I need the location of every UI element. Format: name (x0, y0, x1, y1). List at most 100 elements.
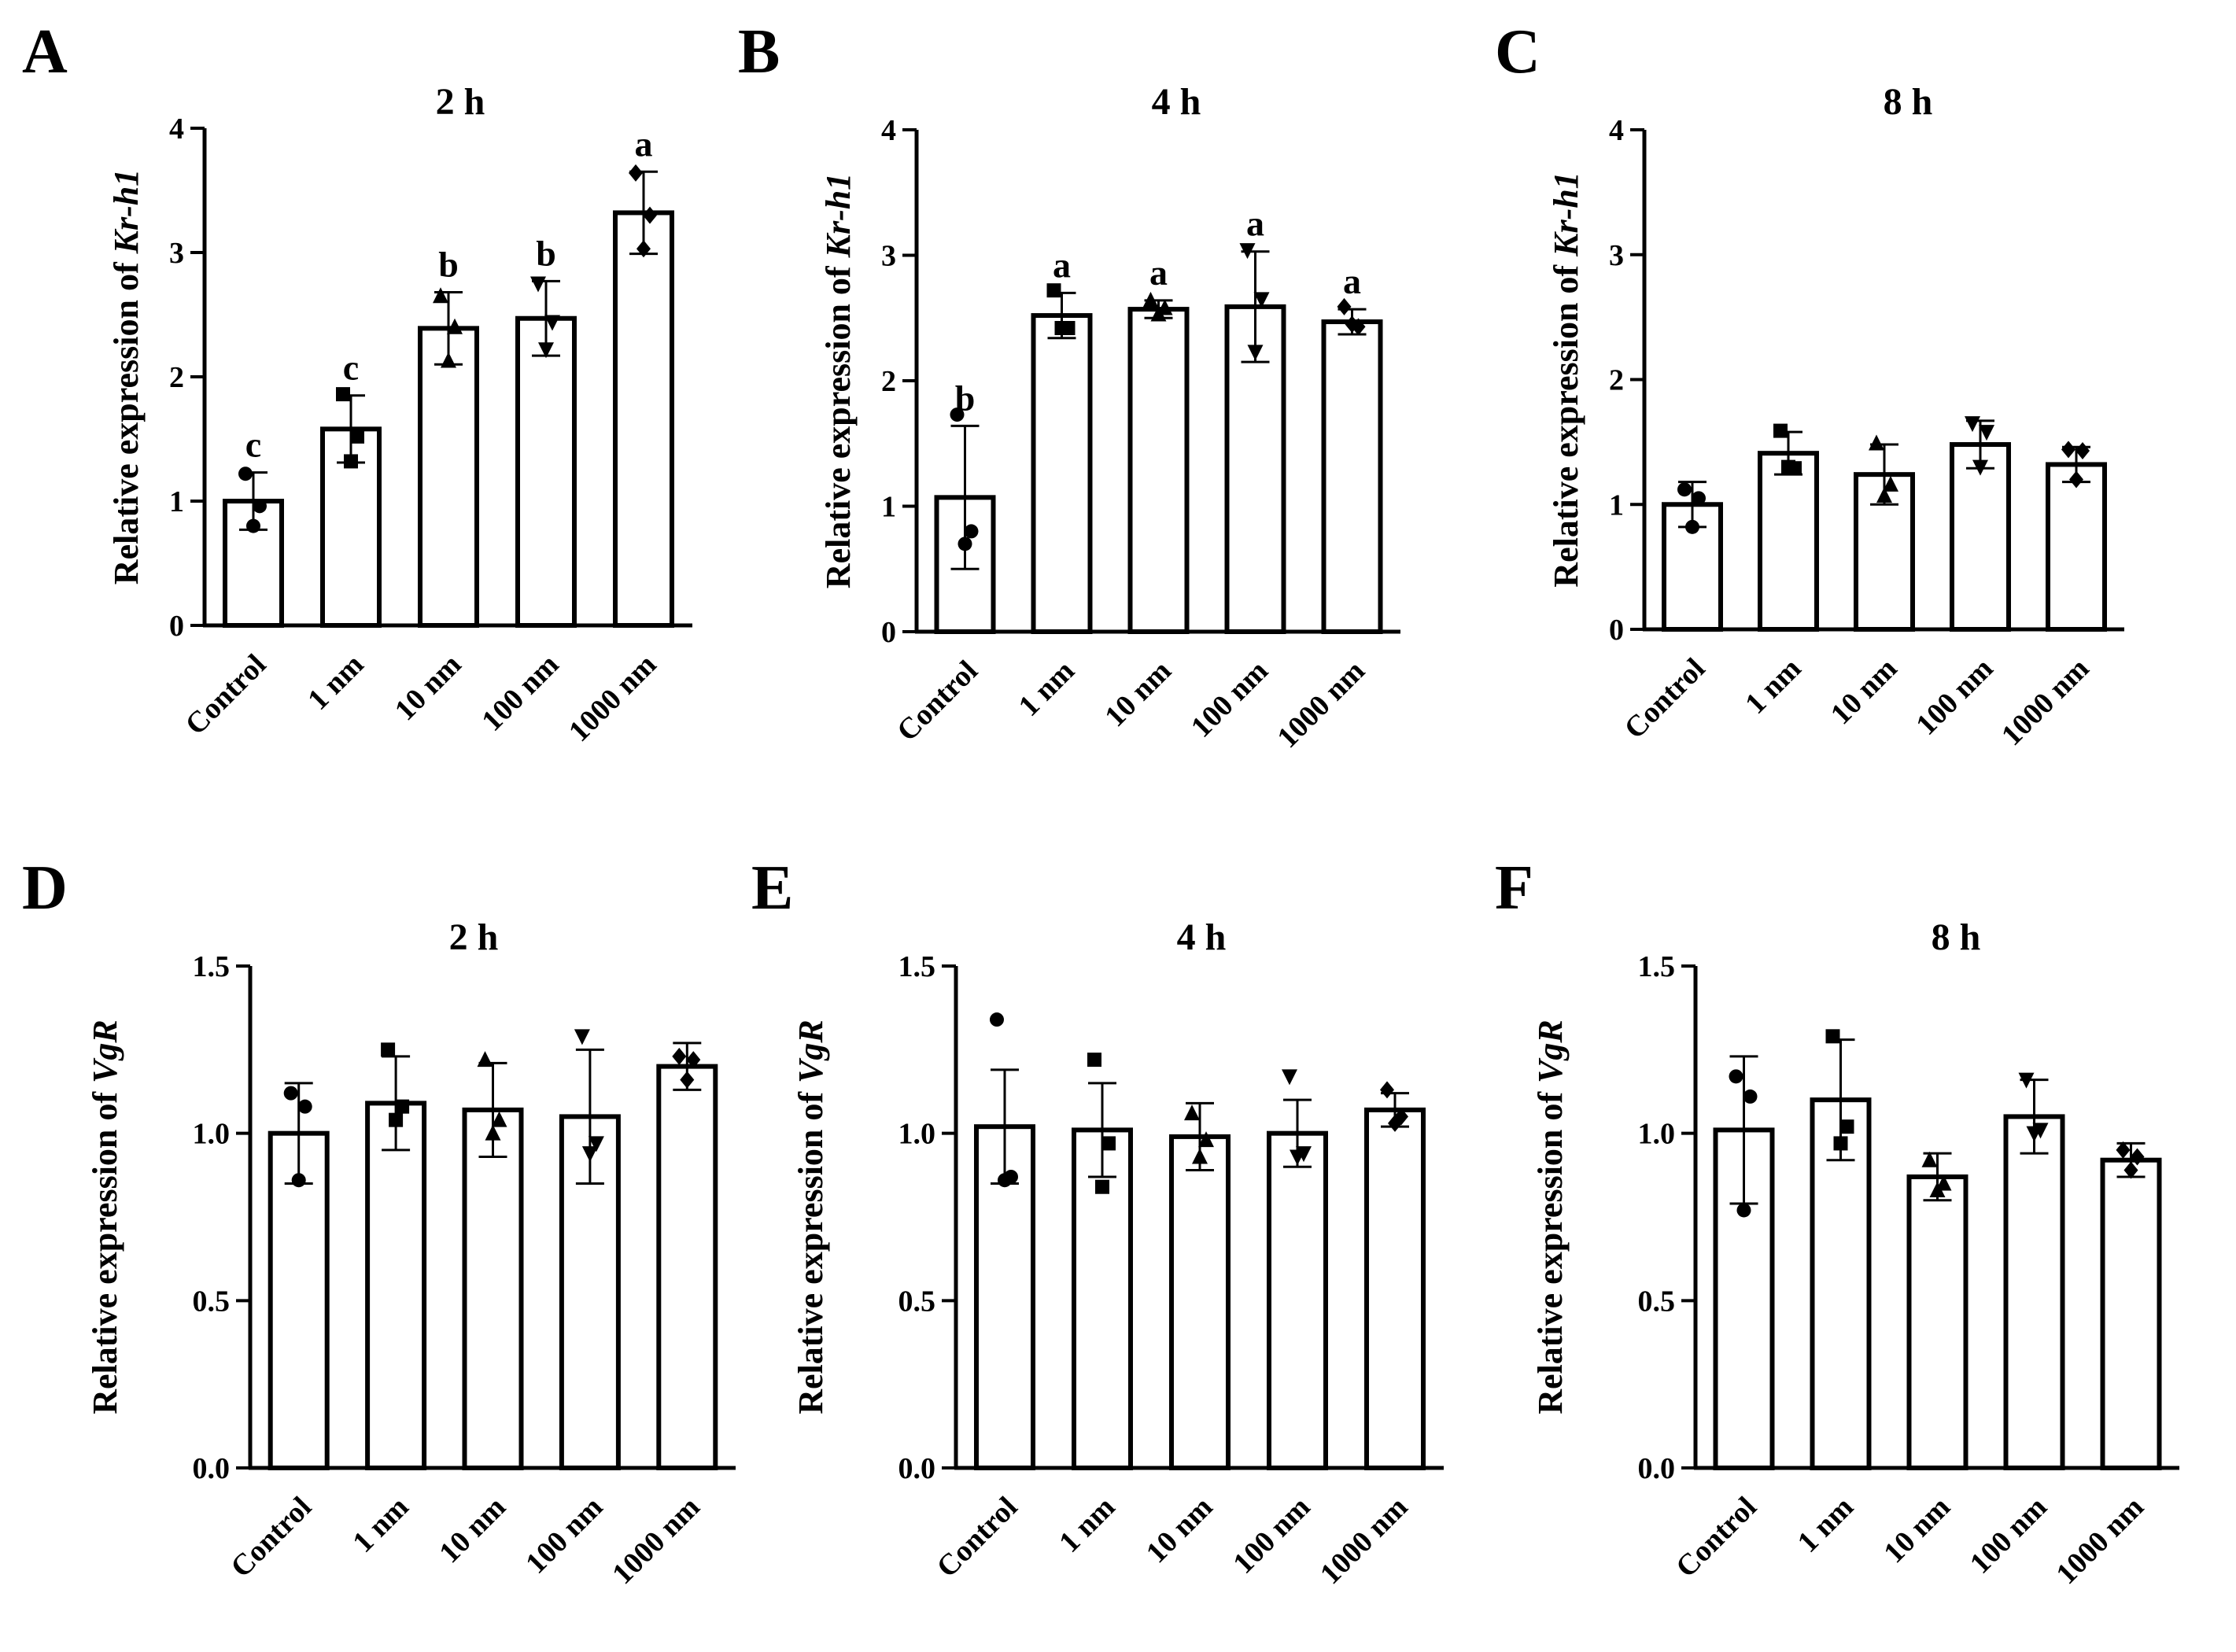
bar (1127, 307, 1190, 634)
y-tick-label: 0.5 (898, 1285, 936, 1318)
x-tick-label: Control (931, 1491, 1024, 1584)
y-tick-label: 1.5 (898, 950, 936, 983)
y-tick-label: 1 (169, 485, 184, 518)
chart-title: 8 h (1932, 916, 1981, 958)
data-point (1743, 1089, 1758, 1104)
significance-letter: c (245, 425, 261, 465)
x-tick-label: 100 nm (1185, 655, 1275, 744)
panel-letter: F (1495, 854, 1533, 923)
y-tick-label: 3 (881, 240, 896, 273)
y-axis-label-gene: Kr-h1 (1547, 171, 1585, 257)
panel-letter: D (22, 854, 68, 923)
chart-title: 2 h (436, 81, 485, 123)
y-tick-label: 3 (1609, 239, 1624, 272)
data-point (485, 1124, 501, 1141)
x-tick-label: 1000 nm (1271, 655, 1371, 754)
x-tick-label: 10 nm (1877, 1491, 1957, 1570)
y-axis-label-gene: VgR (86, 1020, 124, 1083)
significance-letter: b (438, 245, 459, 285)
data-point (574, 1029, 590, 1045)
bar (1169, 1134, 1231, 1471)
y-tick-label: 0 (881, 616, 896, 649)
data-point (588, 1136, 604, 1152)
data-point (1736, 1203, 1751, 1218)
y-tick-label: 1.0 (1638, 1118, 1676, 1151)
data-point (1054, 321, 1069, 336)
data-point (1101, 1136, 1116, 1151)
y-tick-label: 1.0 (898, 1118, 936, 1151)
data-point (283, 1086, 298, 1101)
x-tick-label: Control (179, 648, 273, 742)
chart-title: 4 h (1152, 81, 1201, 123)
x-tick-label: 1000 nm (606, 1491, 706, 1591)
data-point (530, 276, 546, 293)
data-point (246, 518, 260, 533)
y-tick-label: 2 (881, 365, 896, 398)
data-point (2061, 441, 2075, 459)
bar (656, 1064, 718, 1470)
data-point (2123, 1161, 2138, 1179)
data-point (2075, 441, 2090, 459)
bar (462, 1107, 524, 1470)
y-tick-label: 1.0 (193, 1118, 231, 1151)
significance-letter: b (955, 378, 976, 418)
chart-panel-c: C 8 h 0 1 2 3 4 Relative expression of Kr-h1 Con… (1495, 17, 2124, 752)
x-tick-label: 1000 nm (1314, 1491, 1414, 1591)
data-point (1883, 475, 1898, 492)
data-point (1876, 487, 1892, 503)
data-point (1979, 425, 1994, 441)
y-tick-label: 3 (169, 237, 184, 270)
data-point (395, 1099, 410, 1114)
chart-panel-e: E 4 h 0.0 0.5 1.0 1.5 Relative expression of V… (751, 854, 1444, 1591)
significance-letter: c (343, 348, 359, 388)
bar (1224, 304, 1286, 634)
data-point (491, 1111, 507, 1127)
data-point (1095, 1179, 1109, 1194)
bar (1364, 1107, 1426, 1470)
data-point (2069, 470, 2083, 489)
data-point (350, 429, 364, 444)
y-tick-label: 0.5 (1638, 1285, 1676, 1318)
data-point (389, 1112, 404, 1127)
y-axis-label-prefix: Relative expression of (1547, 256, 1585, 588)
data-point (1046, 283, 1061, 298)
data-point (253, 499, 267, 514)
bar (1031, 313, 1093, 634)
x-tick-label: 1 nm (346, 1491, 415, 1559)
x-tick-label: 100 nm (1227, 1491, 1316, 1580)
data-point (1965, 416, 1980, 433)
data-point (1337, 297, 1352, 315)
data-point (1839, 1119, 1854, 1134)
y-axis-label-prefix: Relative expression of (1531, 1083, 1570, 1414)
data-point (1929, 1181, 1946, 1197)
y-axis-label-prefix: Relative expression of (791, 1083, 830, 1414)
y-tick-label: 1 (1609, 489, 1624, 522)
data-point (1692, 491, 1706, 506)
bar (2046, 462, 2107, 632)
data-point (581, 1146, 598, 1163)
data-point (1921, 1151, 1938, 1167)
data-point (297, 1099, 312, 1114)
chart-title: 4 h (1177, 916, 1227, 958)
y-tick-label: 1.5 (193, 950, 231, 983)
y-axis-label-gene: Kr-h1 (107, 169, 146, 255)
panel-letter: B (738, 17, 780, 87)
y-axis-label-prefix: Relative expression of (86, 1083, 124, 1414)
data-point (441, 352, 456, 368)
data-point (643, 206, 657, 224)
x-tick-label: 1 nm (1739, 652, 1807, 721)
data-point (1253, 292, 1270, 308)
data-point (1192, 1148, 1208, 1164)
data-point (1345, 315, 1360, 334)
chart-title: 8 h (1884, 81, 1933, 123)
data-point (1729, 1069, 1743, 1084)
data-point (1972, 459, 1988, 476)
y-tick-label: 1 (881, 491, 896, 524)
y-axis-label: Relative expression of Kr-h1 (819, 173, 858, 588)
data-point (2130, 1148, 2145, 1166)
data-point (1087, 1053, 1101, 1068)
data-point (291, 1173, 306, 1188)
x-tick-label: 1 nm (1791, 1491, 1860, 1559)
x-tick-label: 100 nm (1909, 652, 1999, 742)
x-tick-label: 10 nm (1825, 652, 1904, 732)
